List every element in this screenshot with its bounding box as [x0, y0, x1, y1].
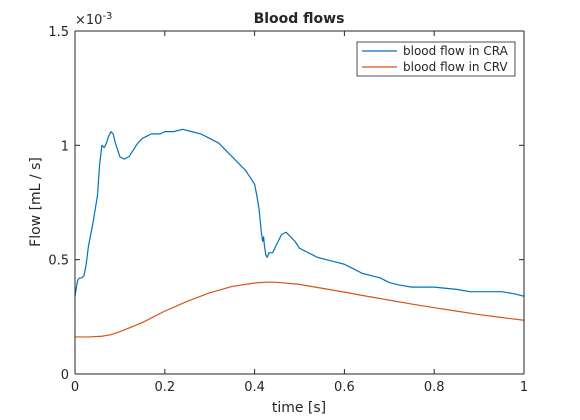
y-tick-label: 0.5: [48, 254, 69, 269]
series-line-crv: [75, 281, 525, 338]
plot-area: [75, 31, 524, 374]
y-multiplier-base: ×10: [75, 13, 102, 28]
legend: blood flow in CRA blood flow in CRV: [356, 41, 516, 77]
x-tick-label: 0.6: [334, 380, 355, 395]
x-tick-label: 0: [71, 380, 79, 395]
x-axis-label: time [s]: [272, 400, 326, 416]
x-tick-label: 0.2: [154, 380, 175, 395]
tick-layer: 0 0.2 0.4 0.6 0.8 1 0 0.5 1 1.5: [48, 25, 528, 395]
y-tick-label: 1: [61, 139, 69, 154]
legend-label-crv: blood flow in CRV: [403, 60, 508, 74]
x-tick-label: 0.8: [424, 380, 445, 395]
legend-box: [356, 41, 516, 77]
legend-label-cra: blood flow in CRA: [403, 44, 509, 58]
x-tick-label: 0.4: [244, 380, 265, 395]
y-tick-label: 0: [61, 368, 69, 383]
series-line-cra: [74, 128, 525, 297]
chart-title: Blood flows: [254, 11, 345, 27]
y-axis-label: Flow [mL / s]: [28, 157, 44, 247]
y-axis-multiplier: ×10-3: [75, 11, 112, 28]
x-tick-label: 1: [520, 380, 528, 395]
y-multiplier-exponent: -3: [102, 11, 112, 22]
y-tick-label: 1.5: [48, 25, 69, 40]
series-layer: [74, 128, 525, 338]
